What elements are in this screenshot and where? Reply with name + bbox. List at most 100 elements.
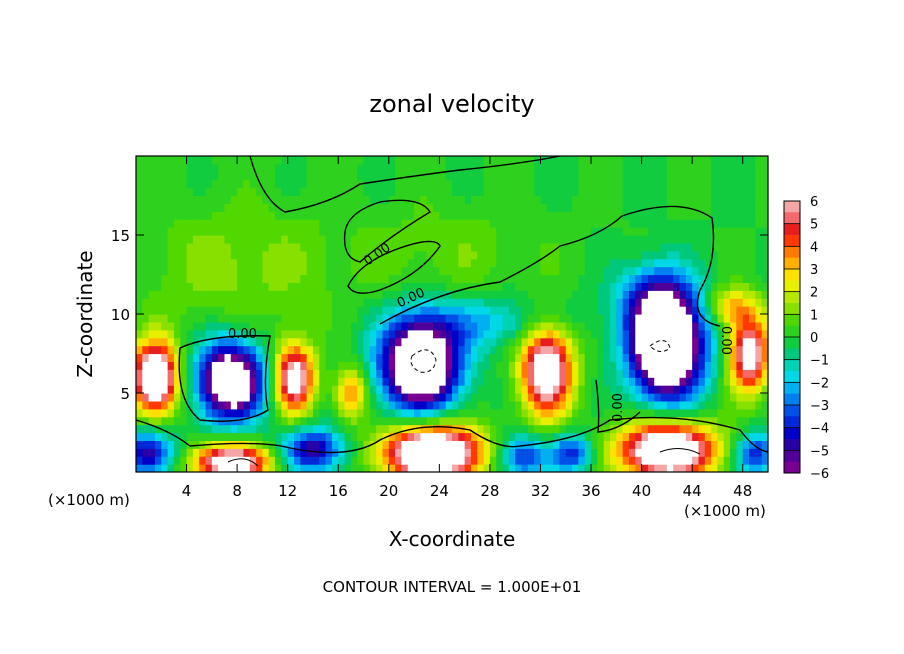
field-cell [483,258,491,268]
field-cell [711,361,719,370]
field-cell [433,258,440,268]
field-cell [679,314,687,323]
field-cell [420,337,428,347]
field-cell [692,258,700,268]
field-cell [597,171,605,181]
field-cell [306,171,314,181]
field-cell [357,432,365,441]
field-cell [477,377,485,386]
field-cell [154,274,162,283]
field-cell [698,385,706,394]
field-cell [211,337,219,347]
field-cell [344,385,352,394]
field-cell [300,219,308,228]
field-cell [275,432,282,441]
field-cell [224,298,232,307]
field-cell [692,369,700,378]
field-cell [439,203,447,212]
field-cell [312,195,320,204]
field-cell [704,353,712,362]
field-cell [344,235,352,244]
field-cell [647,195,655,204]
field-cell [679,306,687,315]
field-cell [426,219,434,228]
field-cell [205,432,213,441]
field-cell [306,266,314,276]
field-cell [647,440,655,449]
field-cell [350,171,358,181]
field-cell [704,400,712,410]
field-cell [698,211,706,220]
field-cell [306,258,314,268]
field-cell [136,156,143,165]
field-cell [439,195,447,204]
field-cell [464,242,472,252]
field-cell [553,163,561,173]
field-cell [173,377,181,386]
field-cell [275,171,282,181]
field-cell [572,242,579,252]
field-cell [167,464,175,472]
field-cell [610,203,617,212]
field-cell [154,321,162,331]
field-cell [186,385,194,394]
field-cell [180,456,188,465]
field-cell [603,408,611,418]
field-cell [679,448,687,457]
field-cell [331,266,339,276]
field-cell [167,298,175,307]
field-cell [433,274,440,283]
field-cell [224,282,232,291]
field-cell [641,448,649,457]
field-cell [496,306,504,315]
field-cell [439,329,447,339]
field-cell [256,171,263,181]
field-cell [376,219,384,228]
field-cell [761,385,768,394]
field-cell [388,464,396,472]
field-cell [685,211,693,220]
field-cell [331,274,339,283]
field-cell [502,306,510,315]
field-cell [647,211,655,220]
field-cell [515,448,523,457]
field-cell [281,385,289,394]
field-cell [249,195,257,204]
field-cell [654,456,662,465]
field-cell [331,187,339,197]
field-cell [742,171,750,181]
field-cell [319,345,327,355]
field-cell [331,337,339,347]
field-cell [167,393,175,402]
field-cell [685,432,693,441]
field-cell [230,179,238,189]
field-cell [262,456,270,465]
field-cell [622,321,630,331]
field-cell [591,235,598,244]
field-cell [496,211,504,220]
field-cell [603,337,611,347]
field-cell [508,219,516,228]
field-cell [338,408,346,418]
colorbar-swatch [784,382,800,395]
field-cell [363,377,371,386]
field-cell [218,385,226,394]
field-cell [243,369,251,378]
field-cell [325,171,333,181]
field-cell [357,195,365,204]
field-cell [635,306,643,315]
field-cell [211,211,219,220]
field-cell [344,321,352,331]
field-cell [420,456,428,465]
field-cell [382,400,390,410]
field-cell [186,163,194,173]
field-cell [395,385,403,394]
field-cell [698,250,706,260]
field-cell [666,416,674,426]
field-cell [262,266,270,276]
field-cell [698,393,706,402]
field-cell [489,416,497,426]
field-cell [647,156,655,165]
field-cell [395,321,403,331]
field-cell [749,424,756,434]
